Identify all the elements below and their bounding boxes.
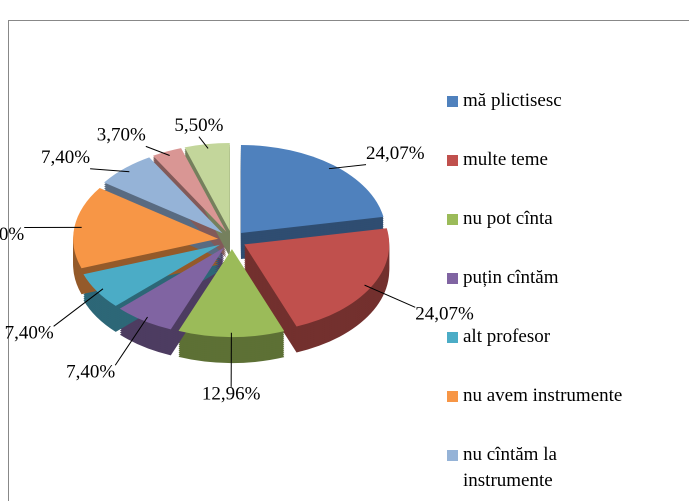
legend-swatch [447, 155, 458, 166]
legend-swatch [447, 214, 458, 225]
data-label: 16,60% [0, 224, 24, 245]
legend-swatch [447, 391, 458, 402]
legend-swatch [447, 450, 458, 461]
slice [119, 247, 225, 330]
legend-label: multe teme [463, 149, 548, 170]
slice [240, 144, 384, 233]
slice [73, 188, 219, 269]
chart-frame [8, 20, 689, 501]
legend-label: alt profesor [463, 326, 551, 347]
slice [178, 249, 285, 338]
legend-label: nu cîntăm la instrumente [463, 444, 557, 491]
legend-swatch [447, 96, 458, 107]
leader-line [90, 168, 130, 173]
legend-label: puțin cîntăm [463, 267, 559, 288]
slice [184, 143, 230, 232]
pie-tops [73, 143, 390, 338]
data-label: 7,40% [41, 147, 90, 168]
leader-line [145, 145, 170, 156]
leader-line [114, 316, 148, 366]
slice [152, 148, 227, 232]
data-label: 5,50% [174, 115, 223, 136]
data-label: 3,70% [97, 125, 146, 146]
legend-swatch [447, 273, 458, 284]
leader-line [198, 136, 209, 149]
legend-label: nu pot cînta [463, 208, 553, 229]
leader-line [328, 164, 367, 170]
legend-label: nu avem instrumente [463, 385, 623, 406]
data-label: 24,07% [415, 304, 474, 325]
slice [244, 228, 390, 327]
data-label: 7,40% [66, 362, 115, 383]
slice [104, 157, 223, 234]
legend-swatch [447, 332, 458, 343]
leader-line [53, 288, 104, 327]
legend-label: mă plictisesc [463, 90, 562, 111]
data-label: 12,96% [202, 383, 261, 404]
slice [83, 244, 221, 306]
data-label: 7,40% [5, 323, 54, 344]
data-labels: 24,07% 24,07% 12,96% 7,40% 7,40% 16,60% 7,40% 3… [0, 115, 474, 404]
data-label: 24,07% [366, 143, 425, 164]
leader-line [364, 284, 416, 308]
